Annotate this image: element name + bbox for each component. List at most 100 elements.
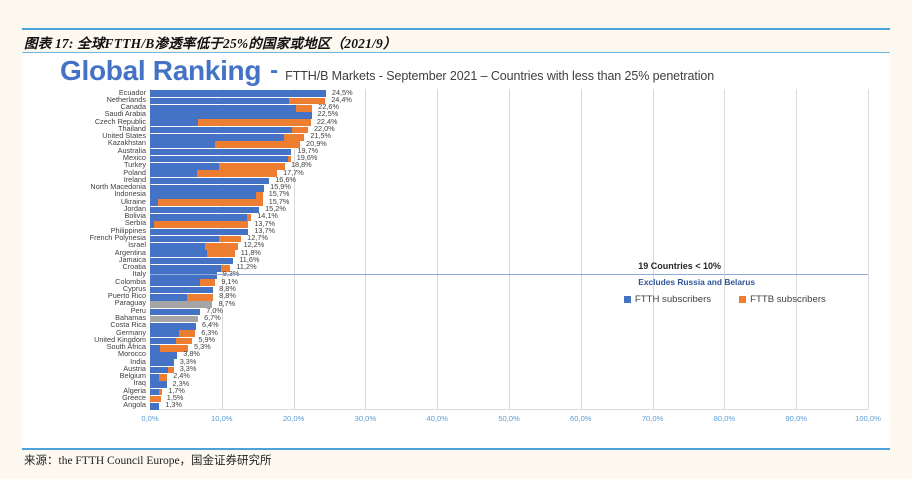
- category-label: Ukraine: [120, 196, 146, 206]
- bar-ftth: [150, 112, 312, 119]
- bar-row: Argentina 11,8%: [115, 247, 868, 259]
- value-label: 13,7%: [254, 225, 276, 235]
- legend-label: FTTH subscribers: [634, 294, 712, 306]
- bar-fttb: [199, 279, 216, 287]
- figure-caption-rule: [22, 52, 890, 53]
- category-label: Netherlands: [106, 94, 146, 104]
- bar-ftth: [150, 403, 160, 410]
- bar-row: Serbia 13,7%: [125, 218, 868, 230]
- gridline-20: [293, 89, 295, 409]
- category-label: Germany: [115, 327, 146, 337]
- category-label: Argentina: [114, 247, 146, 257]
- bar-ftth: [150, 184, 265, 192]
- bar-row: Thailand 22,0%: [118, 124, 868, 135]
- value-label: 24,4%: [331, 94, 352, 104]
- value-label: 19,7%: [297, 145, 319, 155]
- bar-ftth: [150, 381, 167, 388]
- bar-row: Jordan 15,2%: [124, 203, 868, 215]
- legend-item[interactable]: FTTH subscribers: [623, 294, 712, 306]
- value-label: 21,5%: [310, 131, 332, 141]
- category-label: Colombia: [115, 276, 146, 286]
- figure-caption: 图表 17: 全球FTTH/B渗透率低于25%的国家或地区（2021/9）: [24, 36, 397, 51]
- bar-fttb: [159, 388, 163, 396]
- bar-row: Belgium 2,4%: [120, 371, 868, 383]
- chart-canvas: Global Ranking - FTTH/B Markets - Septem…: [22, 53, 890, 448]
- annotation-excludes: Excludes Russia and Belarus: [638, 277, 756, 288]
- bar-fttb: [218, 163, 285, 170]
- bar-ftth: [150, 177, 270, 185]
- annotation-countries-under-10: 19 Countries < 10%: [638, 261, 722, 272]
- x-axis-tick-label: 40,0%: [426, 414, 448, 423]
- gridline-50: [509, 89, 510, 409]
- bar-row: Puerto Rico 8,8%: [108, 291, 868, 303]
- bar-row: Colombia 9,1%: [115, 276, 868, 288]
- gridline-80: [724, 89, 726, 409]
- bar-ftth: [150, 170, 197, 177]
- bar-ftth: [150, 119, 199, 127]
- chart-title: Global Ranking - FTTH/B Markets - Septem…: [60, 55, 714, 87]
- category-label: Italy: [132, 269, 146, 279]
- value-label: 12,7%: [247, 233, 268, 243]
- bar-ftth: [150, 366, 168, 374]
- value-label: 15,7%: [268, 196, 290, 206]
- bar-ftth: [150, 330, 180, 337]
- bar-fttb: [167, 366, 174, 374]
- bar-ftth: [150, 199, 158, 207]
- value-label: 8,7%: [218, 298, 236, 308]
- bar-ftth: [150, 141, 215, 148]
- bar-row: Philippines 13,7%: [111, 225, 868, 237]
- bar-ftth: [150, 323, 196, 330]
- bar-row: Czech Republic 22,4%: [95, 117, 868, 128]
- plot-area: Ecuador 24,5% Netherlands 24,4% Canada 22,6% S…: [90, 88, 881, 424]
- figure-bottom-rule: [22, 448, 890, 450]
- gridline-100: [868, 89, 869, 409]
- value-label: 1,3%: [165, 400, 182, 410]
- value-label: 20,9%: [306, 138, 327, 148]
- value-label: 15,2%: [265, 203, 286, 213]
- category-label: Canada: [120, 102, 146, 112]
- value-label: 19,6%: [296, 153, 318, 163]
- x-axis-tick-label: 60,0%: [570, 414, 592, 423]
- category-label: Algeria: [123, 385, 146, 395]
- figure-container: 图表 17: 全球FTTH/B渗透率低于25%的国家或地区（2021/9） Gl…: [22, 28, 890, 473]
- value-label: 11,2%: [236, 262, 257, 272]
- value-label: 9,3%: [223, 269, 240, 279]
- bar-ftth: [150, 388, 160, 396]
- bar-fttb: [196, 170, 278, 177]
- category-label: Puerto Rico: [107, 291, 146, 301]
- bar-fttb: [157, 199, 263, 207]
- bar-fttb: [153, 221, 249, 228]
- value-label: 2,4%: [173, 371, 190, 381]
- bar-row: Peru 7,0%: [131, 306, 868, 317]
- bar-ftth: [150, 228, 249, 236]
- bar-ftth: [150, 163, 219, 170]
- bar-ftth: [150, 214, 247, 221]
- category-label: Angola: [123, 400, 146, 410]
- value-label: 9,1%: [221, 276, 238, 286]
- bar-row: Costa Rica 6,4%: [110, 320, 868, 332]
- x-axis-tick-label: 30,0%: [354, 414, 377, 423]
- bar-row: Australia 19,7%: [118, 145, 868, 157]
- gridline-60: [580, 89, 582, 409]
- bar-ftth: [150, 294, 188, 301]
- bar-fttb: [160, 344, 189, 352]
- x-axis-tick-label: 10,0%: [211, 414, 233, 423]
- legend-item[interactable]: FTTB subscribers: [739, 294, 826, 305]
- category-label: Croatia: [122, 262, 146, 272]
- bar-ftth: [150, 352, 178, 359]
- bar-fttb: [198, 119, 311, 127]
- bar-fttb: [292, 126, 308, 134]
- category-label: Czech Republic: [94, 116, 146, 126]
- category-label: Kazakhstan: [107, 138, 146, 148]
- value-label: 15,7%: [268, 189, 290, 199]
- bar-ftth: [150, 192, 256, 199]
- category-label: Iraq: [133, 378, 146, 388]
- value-label: 8,8%: [219, 291, 236, 301]
- gridline-40: [437, 89, 439, 409]
- value-label: 1,5%: [166, 393, 184, 403]
- value-label: 11,8%: [240, 247, 261, 257]
- bar-row: North Macedonia 15,9%: [90, 182, 868, 194]
- category-label: South Africa: [106, 342, 146, 352]
- category-label: Austria: [123, 363, 146, 373]
- category-label: Costa Rica: [110, 320, 146, 330]
